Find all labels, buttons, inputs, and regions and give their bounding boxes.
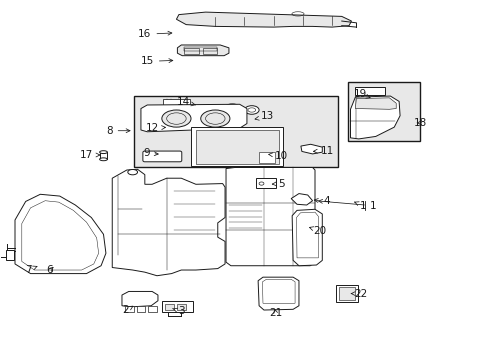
Bar — [202, 48, 217, 54]
Polygon shape — [355, 98, 395, 109]
Polygon shape — [290, 194, 312, 205]
Bar — [338, 287, 354, 300]
Text: 1: 1 — [354, 201, 366, 211]
Bar — [6, 250, 14, 260]
Bar — [164, 303, 173, 310]
Text: 14: 14 — [176, 97, 195, 107]
Ellipse shape — [223, 104, 241, 114]
Text: 13: 13 — [255, 111, 274, 121]
Text: 12: 12 — [145, 123, 165, 133]
FancyBboxPatch shape — [142, 151, 182, 162]
Polygon shape — [141, 104, 246, 132]
Ellipse shape — [162, 110, 191, 127]
Bar — [259, 152, 274, 163]
Text: 21: 21 — [268, 308, 282, 318]
Bar — [335, 285, 357, 302]
Bar — [196, 130, 278, 164]
Text: 4: 4 — [314, 197, 330, 206]
Polygon shape — [291, 209, 322, 266]
Text: 10: 10 — [268, 151, 287, 161]
Bar — [191, 127, 283, 166]
Polygon shape — [176, 12, 351, 27]
Text: 1: 1 — [318, 199, 376, 211]
Text: 19: 19 — [353, 89, 369, 99]
Ellipse shape — [100, 151, 107, 154]
Text: 20: 20 — [309, 226, 326, 236]
Text: 2: 2 — [122, 305, 133, 315]
Ellipse shape — [201, 110, 229, 127]
Bar — [125, 306, 134, 312]
Text: 16: 16 — [138, 29, 171, 39]
Text: 5: 5 — [272, 179, 284, 189]
Text: 11: 11 — [313, 146, 333, 156]
Polygon shape — [112, 169, 224, 276]
Text: 17: 17 — [80, 150, 100, 160]
Ellipse shape — [244, 106, 259, 114]
Bar — [184, 48, 199, 54]
Polygon shape — [350, 96, 399, 139]
Bar — [148, 306, 157, 312]
Polygon shape — [300, 144, 322, 154]
Bar — [163, 99, 189, 107]
Bar — [133, 96, 337, 167]
Ellipse shape — [127, 170, 137, 175]
Polygon shape — [177, 45, 228, 56]
Bar — [256, 178, 275, 188]
Bar — [177, 303, 186, 310]
Polygon shape — [258, 277, 298, 310]
Polygon shape — [15, 194, 106, 274]
Bar — [184, 47, 217, 51]
Text: 22: 22 — [350, 289, 367, 298]
Bar — [162, 301, 193, 312]
Polygon shape — [122, 292, 158, 307]
Text: 15: 15 — [141, 57, 172, 66]
Polygon shape — [225, 167, 314, 266]
Bar — [355, 87, 384, 95]
Bar — [136, 306, 145, 312]
Text: 3: 3 — [172, 306, 184, 316]
Bar — [347, 82, 419, 141]
Text: 18: 18 — [413, 118, 426, 128]
Text: 6: 6 — [46, 265, 53, 275]
Text: 8: 8 — [106, 126, 130, 136]
Ellipse shape — [100, 158, 107, 161]
Text: 7: 7 — [25, 265, 37, 275]
Text: 9: 9 — [142, 148, 158, 158]
